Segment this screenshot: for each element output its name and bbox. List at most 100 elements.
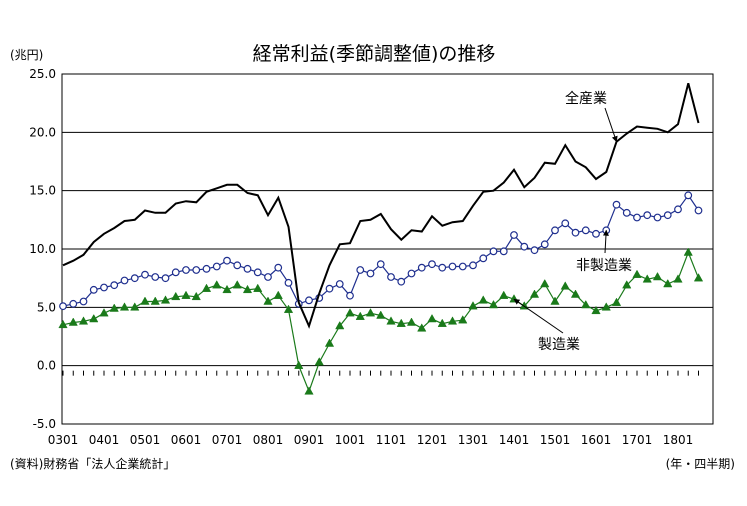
data-point [633, 213, 641, 222]
y-tick-label: 15.0 [29, 184, 56, 198]
data-point [141, 270, 149, 279]
grid-lines [62, 131, 713, 367]
leader-non-manufacturing [602, 229, 609, 254]
data-point [581, 226, 590, 235]
data-point [182, 266, 190, 274]
data-point [469, 261, 477, 270]
data-point [570, 289, 581, 298]
data-point [335, 320, 345, 330]
data-point [437, 318, 447, 327]
data-point [110, 281, 119, 290]
data-point [202, 264, 211, 273]
data-point [140, 296, 150, 305]
data-point [232, 280, 242, 289]
data-point [387, 273, 395, 281]
data-point [253, 283, 263, 292]
data-point [161, 274, 170, 283]
data-point [284, 278, 293, 287]
data-point [407, 269, 416, 278]
leader-all-industries [604, 107, 618, 143]
data-point [540, 278, 550, 288]
data-point [314, 357, 324, 366]
data-point [427, 313, 437, 323]
data-point [365, 308, 376, 317]
data-point [540, 240, 549, 249]
data-point [479, 254, 488, 263]
data-point [274, 263, 283, 272]
data-point [376, 310, 386, 319]
data-point [622, 280, 632, 289]
data-point [550, 296, 560, 305]
data-point [324, 338, 335, 347]
data-point [283, 304, 294, 313]
data-point [79, 297, 88, 306]
data-point [622, 208, 631, 217]
y-tick-label: 20.0 [29, 125, 56, 139]
x-tick-label: 1201 [417, 433, 448, 447]
label-manufacturing: 製造業 [538, 337, 580, 353]
data-point [458, 262, 467, 271]
data-point [560, 281, 570, 290]
data-point [561, 219, 570, 228]
data-point [448, 262, 457, 271]
series-layer [58, 83, 704, 395]
data-point [264, 273, 272, 281]
data-point [458, 315, 468, 324]
data-point [396, 318, 406, 327]
x-tick-label: 1701 [622, 433, 653, 447]
x-tick-label: 0501 [130, 433, 161, 447]
data-point [191, 291, 201, 301]
data-point [130, 302, 140, 311]
data-point [130, 274, 139, 283]
data-point [489, 247, 498, 256]
data-point [520, 242, 529, 251]
x-tick-label: 1101 [376, 433, 407, 447]
data-point [212, 280, 222, 289]
data-point [663, 278, 673, 288]
x-tick-label: 1001 [335, 433, 366, 447]
x-tick-label: 1501 [540, 433, 571, 447]
label-non-manufacturing: 非製造業 [576, 258, 632, 274]
data-point [447, 316, 458, 325]
data-point [325, 284, 334, 293]
data-point [335, 280, 344, 288]
data-point [89, 285, 98, 294]
data-point [69, 299, 78, 308]
data-point [571, 228, 580, 237]
data-point [499, 247, 508, 256]
data-point [643, 211, 652, 220]
data-point [376, 260, 385, 269]
data-point [510, 231, 518, 239]
leader-manufacturing [513, 298, 564, 334]
data-point [304, 386, 314, 395]
x-tick-label: 0901 [294, 433, 325, 447]
data-point [151, 273, 160, 281]
x-tick-label: 1301 [458, 433, 489, 447]
data-point [530, 246, 539, 255]
y-tick-label: 5.0 [37, 300, 56, 314]
data-point [551, 226, 559, 235]
x-tick-label: 0701 [212, 433, 243, 447]
x-tick-label: 0801 [253, 433, 284, 447]
data-point [355, 311, 365, 320]
data-point [294, 360, 304, 369]
data-point [181, 290, 191, 299]
label-all-industries: 全産業 [565, 90, 607, 107]
data-point [684, 191, 693, 200]
data-point [253, 268, 262, 277]
data-point [642, 274, 652, 283]
y-tick-label: 0.0 [37, 359, 56, 373]
data-point [468, 301, 478, 310]
data-point [59, 302, 67, 311]
data-point [694, 206, 703, 215]
data-point [611, 297, 622, 306]
x-unit-label: (年・四半期) [666, 457, 735, 471]
data-point [305, 296, 313, 305]
data-point [100, 283, 108, 292]
data-point [243, 264, 252, 273]
data-point [366, 269, 375, 278]
data-point [212, 262, 221, 271]
data-point [693, 273, 704, 282]
data-point [150, 296, 160, 305]
data-point [233, 261, 242, 270]
